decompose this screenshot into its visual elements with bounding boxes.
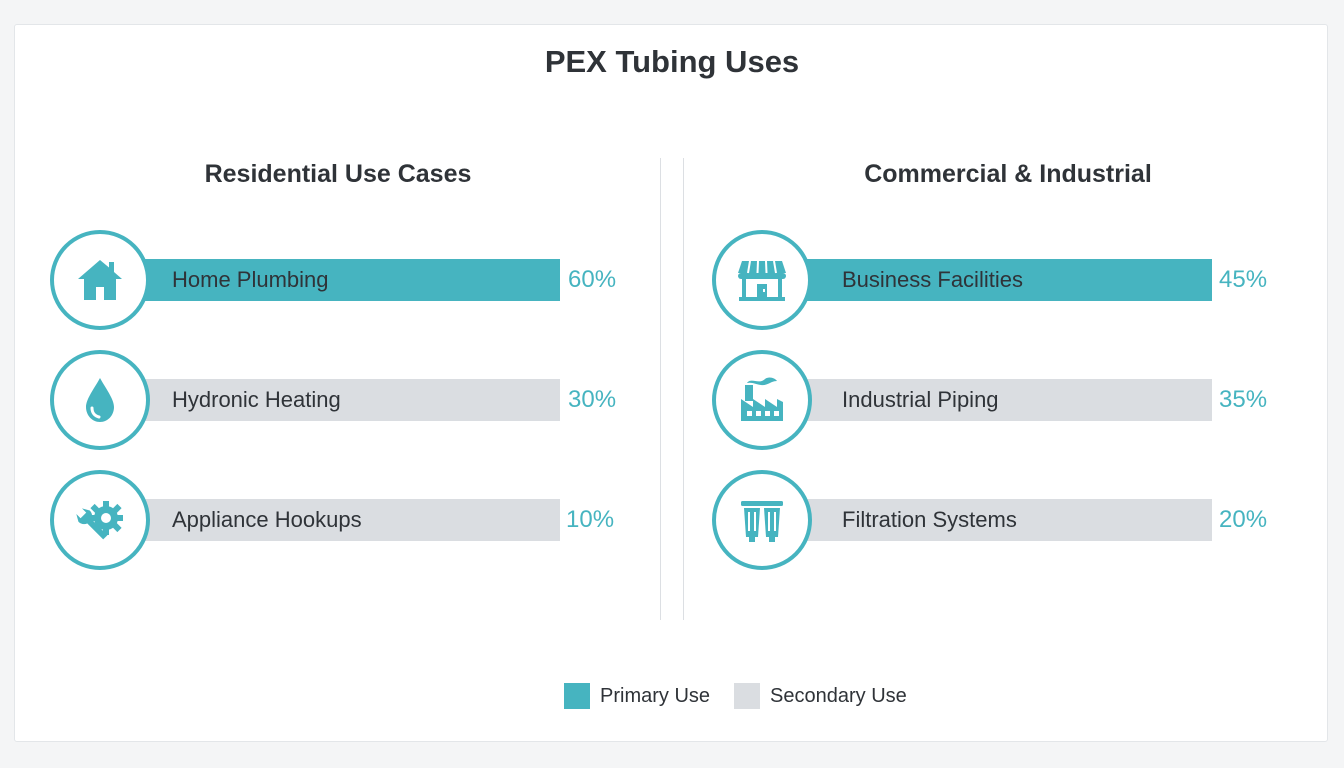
factory-icon <box>712 350 812 450</box>
legend-label-secondary: Secondary Use <box>770 684 907 707</box>
bar-row-industrial-piping: Industrial Piping 35% <box>712 350 1312 450</box>
value-label: 10% <box>566 506 615 533</box>
bar-row-appliance-hookups: Appliance Hookups 10% <box>50 470 650 570</box>
value-label: 45% <box>1219 266 1268 293</box>
legend-swatch-secondary <box>734 683 761 709</box>
bar-label: Business Facilities <box>842 267 1023 292</box>
bar <box>807 259 1212 301</box>
legend-label-primary: Primary Use <box>600 684 711 707</box>
value-label: 35% <box>1219 386 1268 413</box>
storefront-icon <box>712 230 812 330</box>
divider-line <box>683 158 684 620</box>
bar-label: Appliance Hookups <box>172 507 362 532</box>
panel-title-commercial: Commercial & Industrial <box>864 160 1152 188</box>
divider-line <box>660 158 661 620</box>
wrench-gear-icon <box>50 470 150 570</box>
bar-row-home-plumbing: Home Plumbing 60% <box>50 230 650 330</box>
bar-row-hydronic-heating: Hydronic Heating 30% <box>50 350 650 450</box>
bar-label: Filtration Systems <box>842 507 1017 532</box>
bar-label: Home Plumbing <box>172 267 329 292</box>
bar <box>807 379 1212 421</box>
bar-label: Hydronic Heating <box>172 387 341 412</box>
bar-label: Industrial Piping <box>842 387 999 412</box>
chart-title: PEX Tubing Uses <box>544 44 800 79</box>
water-drop-icon <box>50 350 150 450</box>
house-icon <box>50 230 150 330</box>
legend-swatch-primary <box>564 683 590 709</box>
bar <box>145 259 560 301</box>
value-label: 30% <box>568 386 617 413</box>
value-label: 20% <box>1219 506 1268 533</box>
bar <box>145 379 560 421</box>
filter-icon <box>712 470 812 570</box>
chart-legend: Primary Use Secondary Use <box>564 682 931 710</box>
bar-row-filtration-systems: Filtration Systems 20% <box>712 470 1312 570</box>
bar <box>807 499 1212 541</box>
value-label: 60% <box>568 266 617 293</box>
panel-title-residential: Residential Use Cases <box>204 160 472 188</box>
bar <box>145 499 560 541</box>
bar-row-business-facilities: Business Facilities 45% <box>712 230 1312 330</box>
